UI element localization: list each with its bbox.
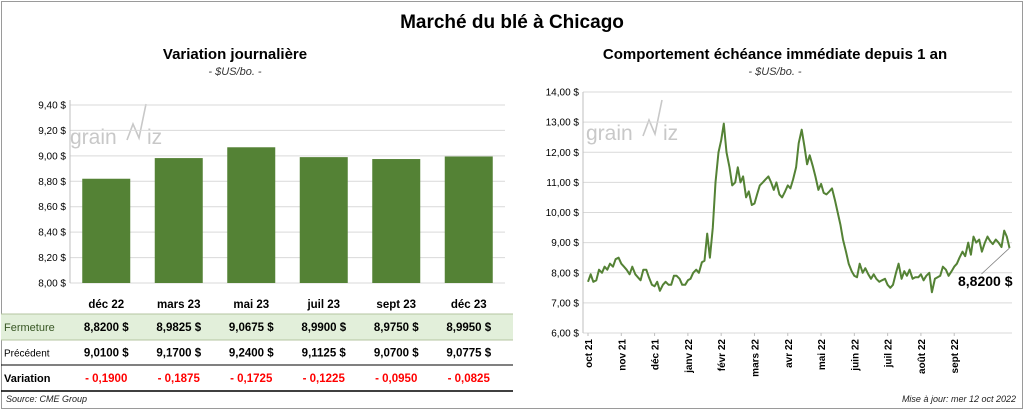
bar-chart-title: Variation journalière xyxy=(162,46,308,63)
line-y-tick-label: 9,00 $ xyxy=(551,238,579,249)
bar-y-tick-label: 8,20 $ xyxy=(38,253,66,264)
line-x-tick-label: févr 22 xyxy=(717,339,728,372)
line-y-tick-label: 10,00 $ xyxy=(546,208,580,219)
line-y-tick-label: 13,00 $ xyxy=(546,118,580,129)
line-x-tick-label: sept 22 xyxy=(950,339,961,374)
line-x-tick-label: mai 22 xyxy=(817,339,828,371)
line-x-tick-label: oct 21 xyxy=(584,339,595,368)
updated-note: Mise à jour: mer 12 oct 2022 xyxy=(901,394,1016,404)
line-y-tick-label: 14,00 $ xyxy=(546,88,580,99)
table-cell: - 0,1725 xyxy=(230,373,273,385)
line-x-tick-label: déc 21 xyxy=(651,339,662,371)
bar-0 xyxy=(82,178,131,283)
fermeture-row-bg xyxy=(1,314,513,340)
watermark-text-right: iz xyxy=(147,126,162,149)
line-x-tick-label: juin 22 xyxy=(850,339,861,372)
bar-x-tick-label: juil 23 xyxy=(306,299,340,311)
line-x-tick-label: août 22 xyxy=(917,339,928,374)
line-x-tick-label: avr 22 xyxy=(784,339,795,368)
bar-y-tick-label: 9,20 $ xyxy=(38,126,66,137)
watermark-wheat-icon xyxy=(126,103,147,141)
bar-x-tick-label: mars 23 xyxy=(157,299,200,311)
line-chart-title: Comportement échéance immédiate depuis 1… xyxy=(602,46,948,63)
line-y-tick-label: 11,00 $ xyxy=(546,178,579,189)
line-x-tick-label: janv 22 xyxy=(684,339,695,374)
price-series-line xyxy=(587,122,1011,294)
main-title: Marché du blé à Chicago xyxy=(400,12,624,33)
table-cell: 8,8200 $ xyxy=(84,322,129,334)
line-y-tick-label: 8,00 $ xyxy=(551,268,579,279)
table-cell: - 0,0825 xyxy=(448,373,491,385)
last-value-leader xyxy=(981,247,1010,275)
table-row-label: Précédent xyxy=(4,349,50,360)
table-cell: - 0,1900 xyxy=(85,373,127,385)
watermark-text-left-2: grain xyxy=(586,122,633,145)
source-note: Source: CME Group xyxy=(6,394,88,404)
bar-y-tick-label: 8,60 $ xyxy=(38,202,66,213)
line-x-tick-label: juil 22 xyxy=(884,339,895,369)
bar-y-tick-label: 8,80 $ xyxy=(38,177,66,188)
bar-y-tick-label: 9,40 $ xyxy=(38,101,66,112)
line-chart-unit: - $US/bo. - xyxy=(748,66,802,78)
bar-x-tick-label: déc 22 xyxy=(88,299,124,311)
line-y-tick-label: 12,00 $ xyxy=(546,148,580,159)
line-y-tick-label: 6,00 $ xyxy=(551,329,579,340)
table-cell: 9,1700 $ xyxy=(156,348,201,360)
bar-x-tick-label: mai 23 xyxy=(233,299,269,311)
line-chart: grain iz 14,00 $ 13,00 $ 12,00 $ 11,00 $ 10,… xyxy=(546,88,1013,377)
table-cell: 9,0675 $ xyxy=(229,322,274,334)
watermark-text-left: grain xyxy=(70,126,117,149)
table-cell: - 0,0950 xyxy=(375,373,417,385)
table-cell: 9,1125 $ xyxy=(302,348,347,360)
watermark-wheat-icon-2 xyxy=(642,99,663,137)
bar-5 xyxy=(444,156,493,283)
table-cell: 8,9750 $ xyxy=(374,322,419,334)
bar-3 xyxy=(299,157,348,283)
watermark-logo: grain iz xyxy=(70,103,162,149)
last-value-label: 8,8200 $ xyxy=(958,273,1013,289)
bar-y-tick-label: 8,40 $ xyxy=(38,228,66,239)
table-cell: - 0,1225 xyxy=(303,373,346,385)
bar-y-tick-label: 9,00 $ xyxy=(38,151,66,162)
table-row-label: Variation xyxy=(4,373,51,385)
table-row-label: Fermeture xyxy=(4,322,55,334)
line-x-tick-label: nov 21 xyxy=(617,339,628,371)
table-cell: 9,0775 $ xyxy=(446,348,491,360)
bar-x-tick-label: sept 23 xyxy=(376,299,416,311)
table-cell: - 0,1875 xyxy=(158,373,201,385)
bar-1 xyxy=(154,158,203,283)
table-cell: 9,0100 $ xyxy=(84,348,129,360)
table-cell: 8,9825 $ xyxy=(156,322,201,334)
table-cell: 9,2400 $ xyxy=(229,348,274,360)
line-x-tick-label: mars 22 xyxy=(750,339,761,377)
watermark-text-right-2: iz xyxy=(663,122,678,145)
line-y-tick-label: 7,00 $ xyxy=(551,298,579,309)
watermark-logo-2: grain iz xyxy=(586,99,678,145)
bar-chart: grain iz 9,40 $ 9,20 $ 9,00 $ 8,80 $ 8,60 $ 8… xyxy=(1,100,513,392)
bar-x-tick-label: déc 23 xyxy=(451,299,487,311)
bar-y-tick-label: 8,00 $ xyxy=(38,279,66,290)
table-cell: 8,9950 $ xyxy=(446,322,491,334)
bar-4 xyxy=(372,159,421,283)
table-cell: 9,0700 $ xyxy=(374,348,419,360)
table-cell: 8,9900 $ xyxy=(301,322,346,334)
bar-chart-unit: - $US/bo. - xyxy=(208,66,262,78)
bar-2 xyxy=(227,147,276,283)
